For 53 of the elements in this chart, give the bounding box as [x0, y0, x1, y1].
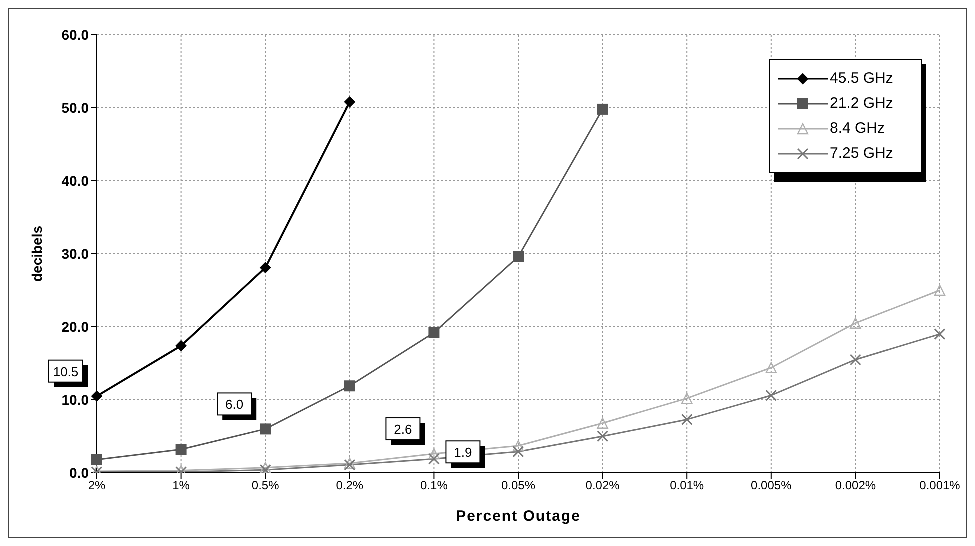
x-tick-label: 1% — [172, 478, 190, 493]
y-tick-label: 40.0 — [62, 172, 90, 189]
y-tick-label: 10.0 — [62, 392, 90, 408]
x-tick-label: 0.02% — [586, 478, 620, 493]
point — [766, 390, 778, 402]
point — [176, 444, 187, 456]
legend-label: 45.5 GHz — [830, 70, 894, 87]
x-tick-label: 0.005% — [751, 478, 792, 493]
point — [92, 390, 102, 402]
point — [344, 96, 356, 108]
point — [850, 318, 862, 329]
point — [597, 104, 608, 115]
x-tick-label: 0.05% — [501, 478, 536, 493]
point — [934, 328, 946, 340]
point — [428, 327, 440, 338]
data-label: 6.0 — [226, 397, 244, 412]
y-tick-label: 20.0 — [62, 318, 90, 335]
point — [766, 362, 777, 374]
legend-label: 21.2 GHz — [830, 95, 894, 112]
y-tick-label: 30.0 — [62, 246, 90, 262]
point — [934, 284, 946, 296]
data-label: 1.9 — [454, 445, 472, 460]
y-tick-label: 60.0 — [62, 26, 90, 43]
point — [681, 414, 693, 426]
point — [428, 453, 440, 465]
x-tick-label: 0.002% — [835, 478, 876, 493]
point — [597, 418, 608, 429]
y-tick-label: 50.0 — [62, 100, 90, 116]
y-axis-title: decibels — [28, 226, 45, 282]
point — [92, 454, 102, 466]
x-tick-label: 0.001% — [920, 478, 961, 493]
x-tick-label: 2% — [88, 478, 106, 493]
point — [176, 340, 187, 352]
legend-label: 7.25 GHz — [830, 145, 894, 162]
legend-label: 8.4 GHz — [830, 120, 886, 137]
x-tick-label: 0.1% — [420, 478, 448, 493]
point — [428, 448, 440, 460]
x-tick-label: 0.5% — [252, 478, 280, 493]
data-label: 2.6 — [394, 422, 412, 438]
y-tick-label: 0.0 — [70, 464, 90, 481]
point — [597, 430, 609, 442]
data-label: 10.5 — [53, 364, 79, 380]
point — [344, 380, 356, 392]
point — [512, 446, 524, 458]
point — [513, 251, 524, 262]
point — [850, 354, 862, 366]
x-tick-label: 0.01% — [670, 478, 704, 493]
point — [260, 424, 272, 435]
point — [512, 440, 524, 452]
point — [260, 262, 272, 274]
x-axis-title: Percent Outage — [456, 508, 581, 525]
x-tick-label: 0.2% — [336, 478, 364, 493]
point — [682, 392, 693, 404]
